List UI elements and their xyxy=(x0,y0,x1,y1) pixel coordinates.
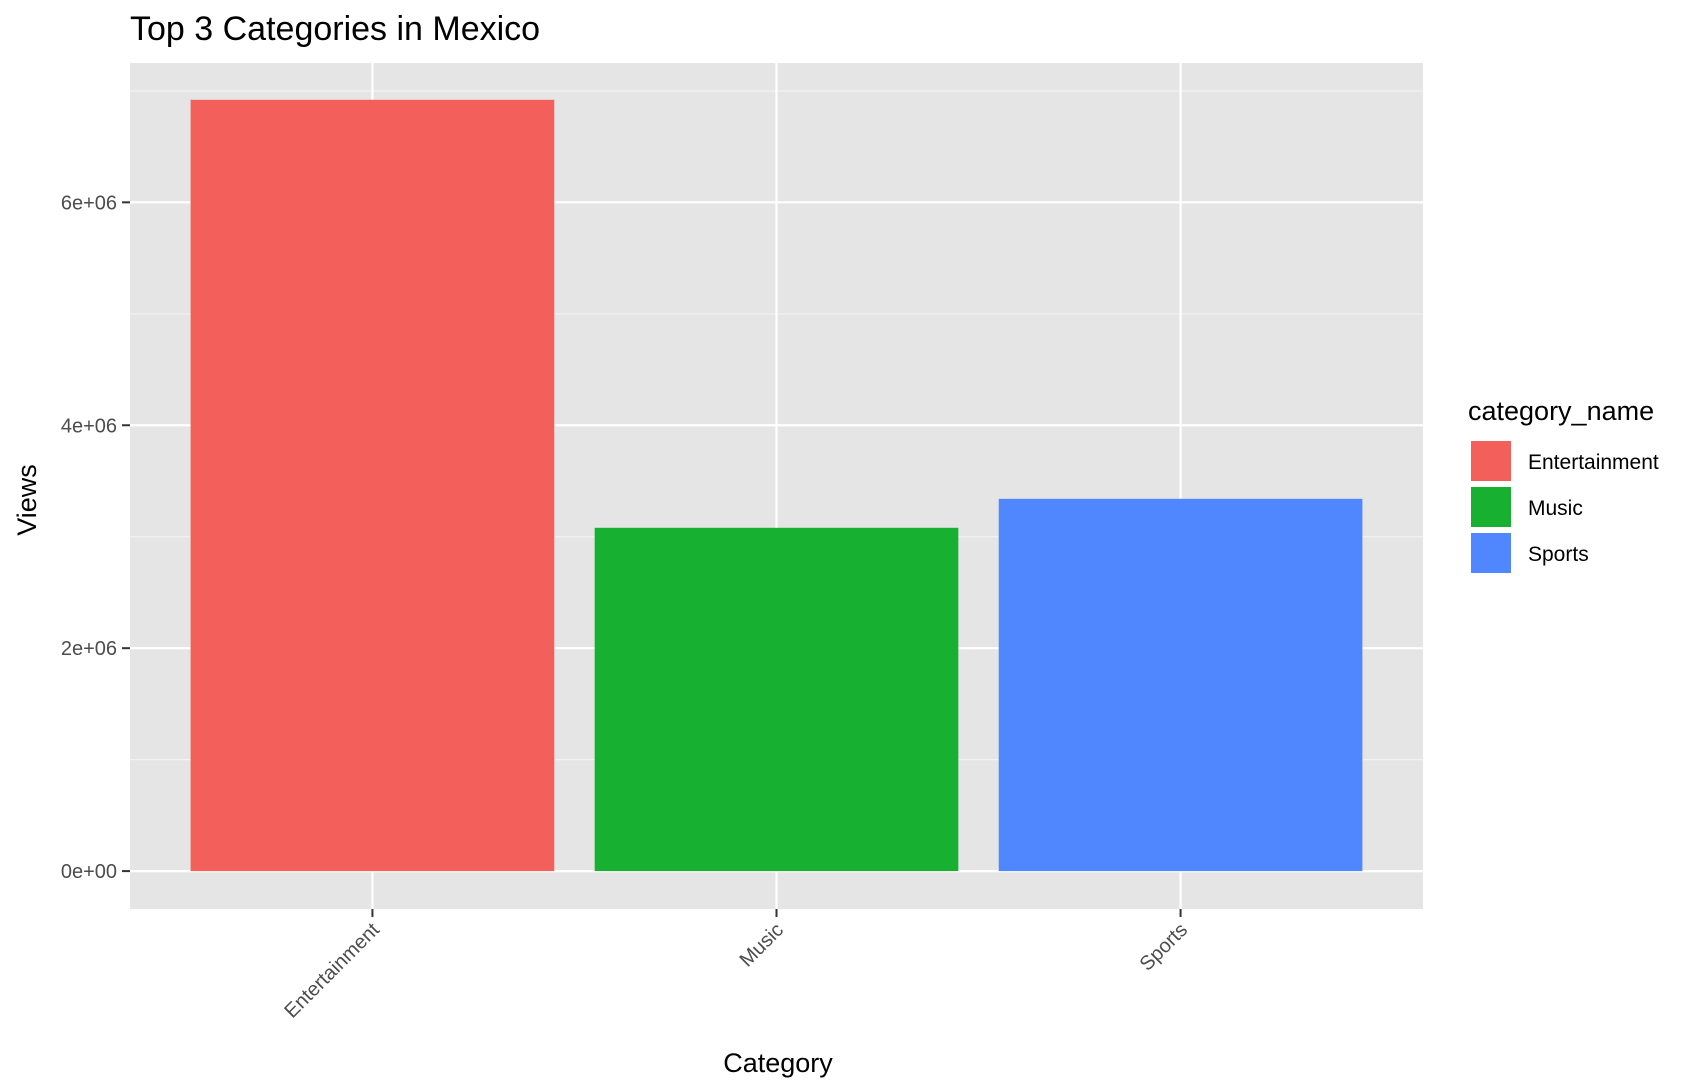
y-axis: 0e+00 2e+06 4e+06 6e+06 xyxy=(61,192,130,883)
legend-title: category_name xyxy=(1468,396,1654,426)
y-axis-title: Views xyxy=(12,464,42,536)
y-tick-label: 4e+06 xyxy=(61,415,117,437)
x-axis: Entertainment Music Sports xyxy=(280,909,1192,1023)
y-tick-label: 6e+06 xyxy=(61,192,117,214)
legend-key-entertainment xyxy=(1469,439,1513,483)
bar-music xyxy=(594,527,959,872)
chart-title: Top 3 Categories in Mexico xyxy=(130,10,540,48)
legend: category_name Entertainment Music Sports xyxy=(1468,396,1659,575)
x-tick-label: Music xyxy=(736,919,788,971)
x-tick-label: Sports xyxy=(1136,919,1192,975)
legend-label: Music xyxy=(1528,497,1583,520)
y-tick-label: 2e+06 xyxy=(61,638,117,660)
bars xyxy=(190,99,1363,872)
legend-key-music xyxy=(1469,485,1513,529)
legend-key-sports xyxy=(1469,531,1513,575)
legend-label: Entertainment xyxy=(1528,451,1659,474)
x-axis-title: Category xyxy=(723,1048,833,1078)
bar-entertainment xyxy=(190,99,555,872)
y-tick-label: 0e+00 xyxy=(61,861,117,883)
x-tick-label: Entertainment xyxy=(280,919,384,1023)
bar-sports xyxy=(998,498,1363,872)
legend-label: Sports xyxy=(1528,543,1589,566)
